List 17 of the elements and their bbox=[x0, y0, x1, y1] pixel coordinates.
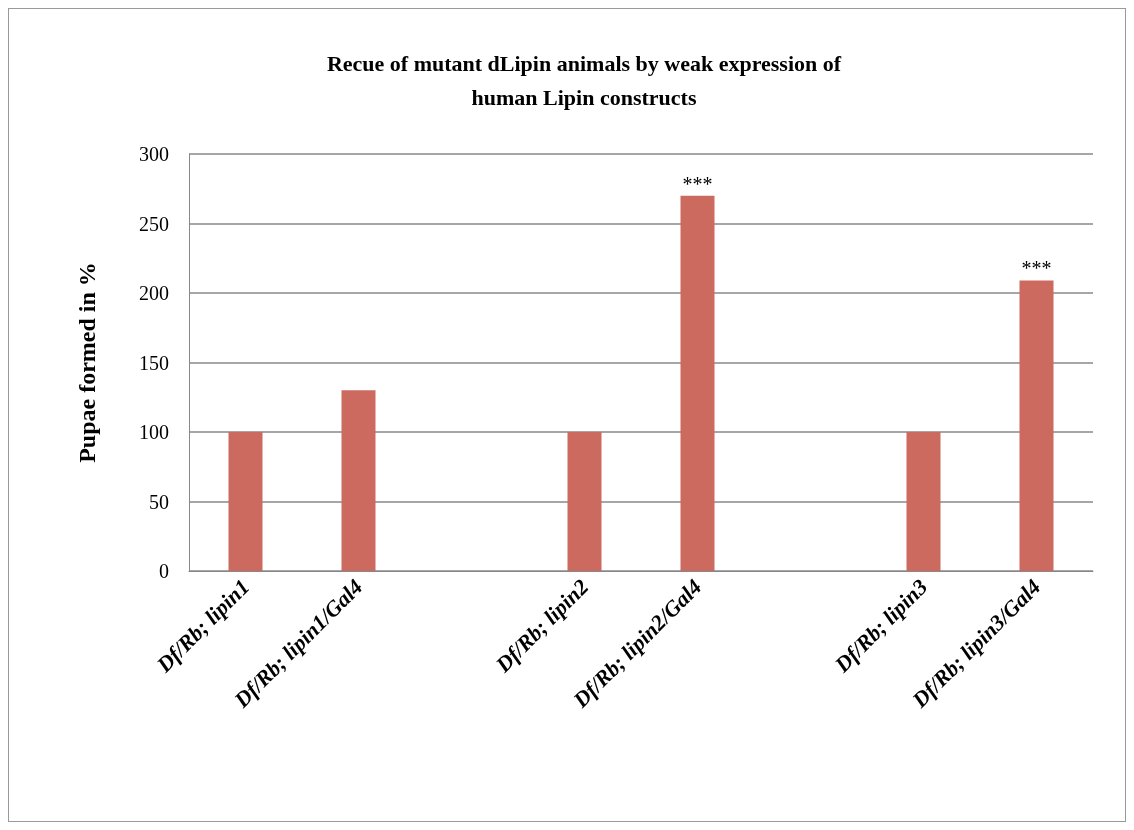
y-tick-label: 50 bbox=[149, 490, 169, 513]
bar bbox=[906, 432, 941, 571]
y-tick-label: 0 bbox=[159, 560, 169, 582]
y-tick-label: 250 bbox=[139, 212, 169, 235]
annotation: *** bbox=[682, 172, 713, 195]
bar bbox=[228, 432, 263, 571]
y-axis-title: Pupae formed in % bbox=[74, 262, 100, 463]
bar bbox=[567, 432, 602, 571]
bar bbox=[341, 390, 376, 571]
annotation: *** bbox=[1021, 257, 1052, 280]
chart-title: Recue of mutant dLipin animals by weak expression of human Lipin constructs bbox=[326, 50, 842, 110]
y-tick-label: 150 bbox=[139, 351, 169, 374]
y-tick-label: 100 bbox=[139, 421, 169, 443]
bar bbox=[1019, 280, 1054, 571]
y-tick-label: 200 bbox=[139, 282, 169, 304]
bar bbox=[680, 195, 715, 571]
y-tick-label: 300 bbox=[139, 143, 169, 165]
